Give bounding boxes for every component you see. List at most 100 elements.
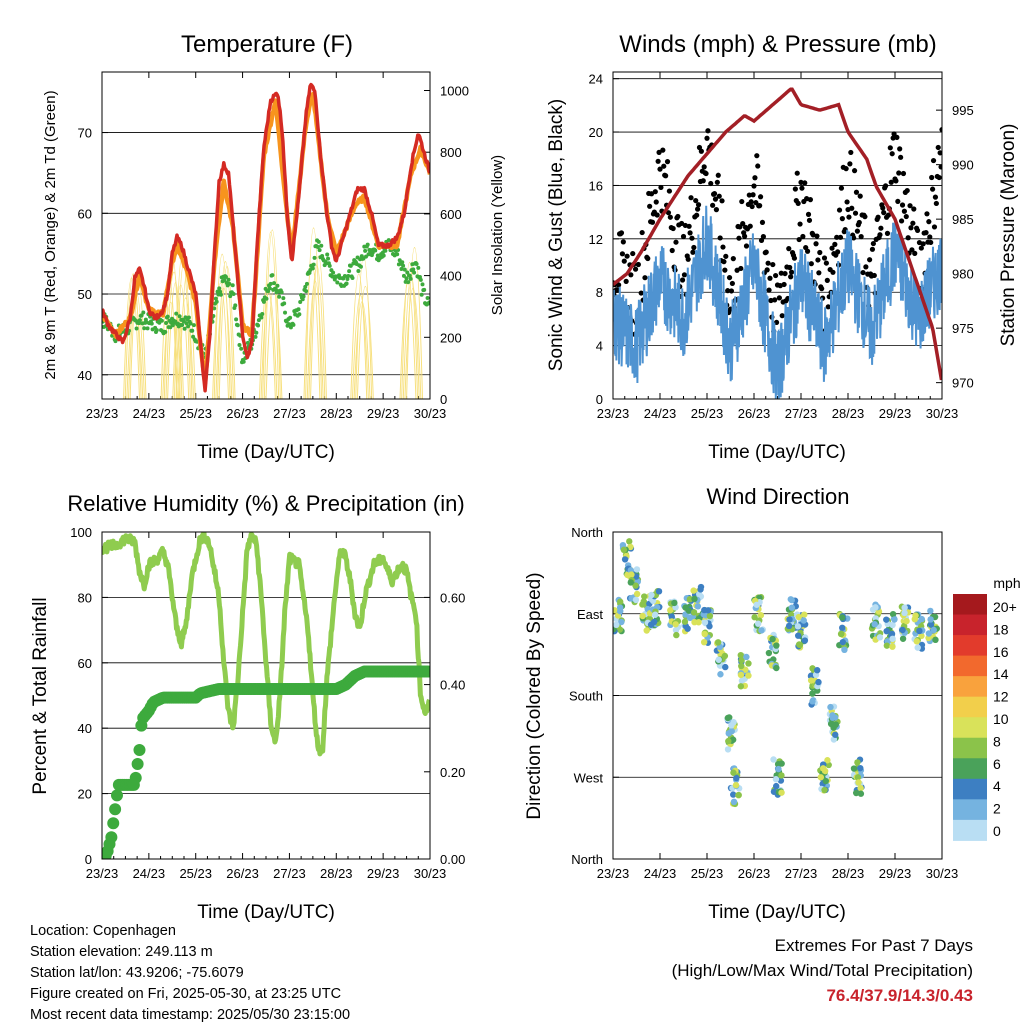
direction-point [690, 609, 698, 616]
dewpoint-point [165, 314, 170, 319]
gust-point [824, 277, 830, 283]
direction-point [841, 646, 848, 654]
direction-point [757, 612, 765, 619]
wind-xtick-label: 29/23 [879, 406, 912, 421]
gust-point [661, 163, 667, 169]
direction-point [839, 638, 847, 646]
direction-point [754, 620, 762, 627]
gust-point [905, 235, 911, 241]
extremes-box: Extremes For Past 7 Days (High/Low/Max W… [672, 933, 973, 1008]
recent-text: Most recent data timestamp: 2025/05/30 2… [30, 1007, 351, 1023]
dewpoint-point [317, 248, 322, 253]
rh-ytick-label: 0 [85, 852, 92, 867]
gust-point [880, 205, 886, 211]
direction-point [814, 687, 821, 694]
gust-point [680, 233, 687, 240]
direction-point [809, 698, 816, 705]
extremes-values: 76.4/37.9/14.3/0.43 [826, 986, 973, 1005]
gust-point [807, 197, 814, 203]
direction-point [691, 618, 698, 626]
gust-point [825, 304, 831, 310]
dewpoint-point [260, 312, 265, 317]
gust-point [909, 247, 915, 253]
gust-point [787, 264, 793, 271]
wind-series [613, 87, 942, 399]
gust-point [889, 151, 895, 157]
temp-xtick-label: 28/23 [320, 406, 353, 421]
dewpoint-point [326, 256, 331, 261]
direction-point [814, 667, 821, 674]
direction-point [794, 632, 802, 639]
colorbar-label: 20+ [993, 599, 1017, 615]
precip-point [107, 817, 120, 830]
gust-point [712, 196, 719, 202]
gust-point [931, 224, 938, 230]
gust-point [664, 159, 671, 165]
dewpoint-point [239, 346, 244, 351]
wind-y2tick-label: 980 [952, 267, 974, 282]
gust-point [723, 253, 729, 259]
colorbar-label: 0 [993, 823, 1001, 839]
extremes-heading: Extremes For Past 7 Days [774, 936, 973, 955]
direction-point [815, 678, 822, 686]
gust-point [703, 170, 709, 177]
colorbar-swatch [953, 737, 987, 759]
dewpoint-point [163, 330, 168, 335]
direction-point [620, 546, 628, 554]
gust-point [937, 150, 942, 156]
gust-point [912, 250, 918, 256]
gust-point [736, 235, 742, 241]
speed-colorbar: 20+ 18 16 14 12 10 8 6 4 2 0 [953, 594, 1017, 841]
location-text: Location: Copenhagen [30, 923, 176, 939]
wind-y2tick-label: 990 [952, 158, 974, 173]
colorbar-swatch [953, 594, 987, 616]
gust-point [655, 158, 661, 164]
direction-point [730, 798, 738, 806]
gust-point [923, 230, 929, 236]
direction-point [918, 632, 925, 640]
colorbar-swatch [953, 778, 987, 800]
colorbar-swatch [953, 819, 987, 841]
gust-point [647, 203, 653, 209]
direction-point [738, 662, 745, 670]
dewpoint-point [283, 310, 288, 315]
direction-point [701, 606, 708, 614]
gust-point [742, 233, 748, 239]
gust-point [645, 255, 651, 262]
rh-y2tick-label: 0.60 [440, 590, 465, 605]
direction-point [667, 607, 674, 614]
direction-point [832, 731, 839, 738]
dewpoint-point [177, 314, 182, 319]
direction-point [914, 644, 921, 651]
direction-point [822, 777, 829, 785]
temp-y2tick-label: 0 [440, 392, 447, 407]
solar-line [351, 295, 369, 399]
direction-point [700, 638, 708, 646]
direction-point [872, 604, 879, 611]
gust-point [791, 255, 798, 261]
gust-point [624, 253, 630, 259]
temp-ytick-label: 50 [78, 287, 92, 302]
rh-line [102, 532, 430, 757]
direction-point [694, 603, 702, 610]
dewpoint-point [296, 307, 301, 312]
rh-xtick-label: 25/23 [179, 866, 212, 881]
gust-point [675, 213, 681, 220]
gust-point [687, 230, 693, 236]
gust-point [759, 219, 766, 226]
temperature-frame [101, 71, 431, 400]
direction-point [616, 604, 624, 611]
direction-point [715, 656, 722, 663]
solar-line [212, 282, 230, 399]
direction-point [758, 627, 765, 634]
gust-point [630, 250, 636, 257]
dewpoint-point [113, 339, 118, 344]
direction-point [927, 607, 934, 615]
direction-point [730, 791, 737, 798]
gust-point [927, 234, 933, 240]
direction-point [627, 543, 634, 551]
gust-point [830, 269, 836, 275]
direction-xlabel: Time (Day/UTC) [708, 902, 846, 923]
direction-point [801, 637, 809, 644]
direction-point [724, 714, 732, 722]
